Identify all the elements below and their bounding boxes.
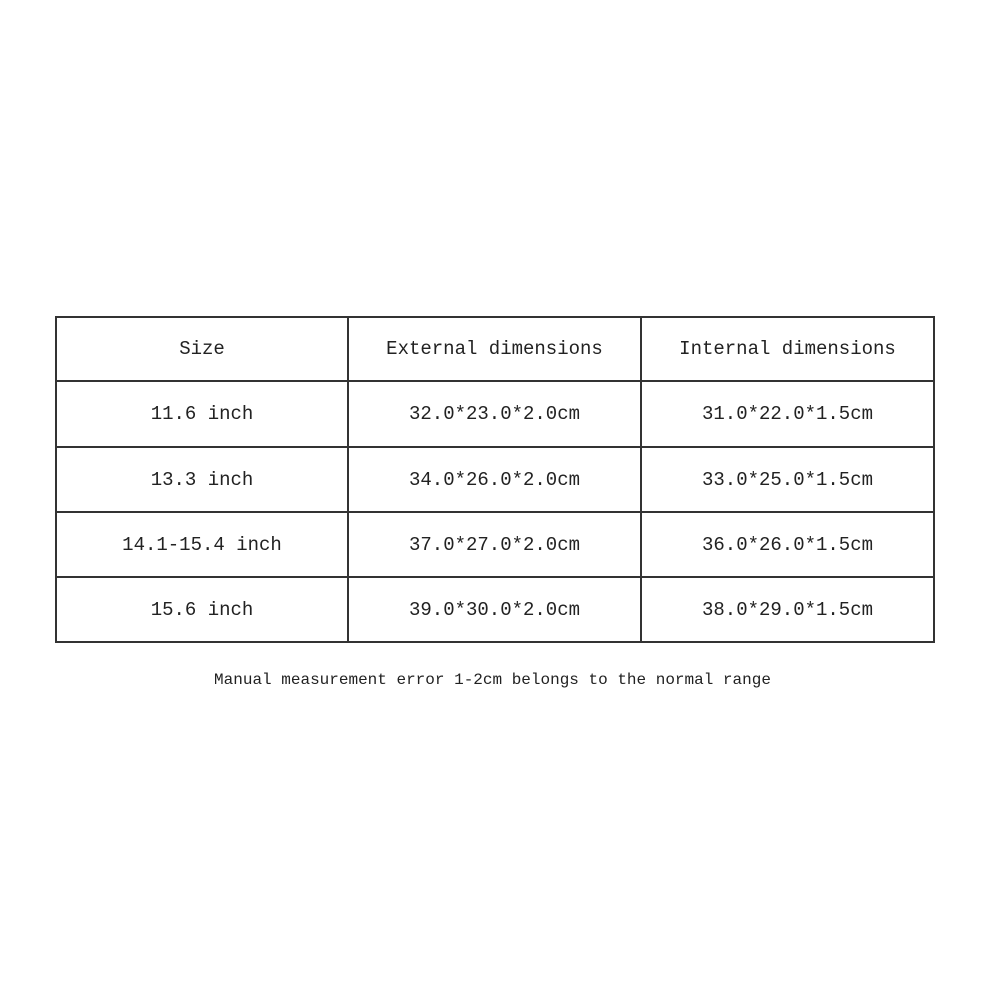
cell-external: 32.0*23.0*2.0cm xyxy=(347,380,642,448)
header-external: External dimensions xyxy=(347,316,642,382)
table-row: 14.1-15.4 inch 37.0*27.0*2.0cm 36.0*26.0… xyxy=(55,511,935,578)
header-size: Size xyxy=(55,316,349,382)
cell-internal: 31.0*22.0*1.5cm xyxy=(640,380,935,448)
cell-size: 13.3 inch xyxy=(55,446,349,513)
cell-size: 11.6 inch xyxy=(55,380,349,448)
size-table: Size External dimensions Internal dimens… xyxy=(55,316,935,643)
cell-external: 39.0*30.0*2.0cm xyxy=(347,576,642,643)
cell-internal: 33.0*25.0*1.5cm xyxy=(640,446,935,513)
table-row: 11.6 inch 32.0*23.0*2.0cm 31.0*22.0*1.5c… xyxy=(55,380,935,448)
cell-internal: 36.0*26.0*1.5cm xyxy=(640,511,935,578)
header-internal: Internal dimensions xyxy=(640,316,935,382)
cell-internal: 38.0*29.0*1.5cm xyxy=(640,576,935,643)
table-row: 15.6 inch 39.0*30.0*2.0cm 38.0*29.0*1.5c… xyxy=(55,576,935,643)
table-row: 13.3 inch 34.0*26.0*2.0cm 33.0*25.0*1.5c… xyxy=(55,446,935,513)
cell-size: 14.1-15.4 inch xyxy=(55,511,349,578)
cell-external: 34.0*26.0*2.0cm xyxy=(347,446,642,513)
cell-size: 15.6 inch xyxy=(55,576,349,643)
cell-external: 37.0*27.0*2.0cm xyxy=(347,511,642,578)
measurement-note: Manual measurement error 1-2cm belongs t… xyxy=(214,671,771,689)
header-row: Size External dimensions Internal dimens… xyxy=(55,316,935,382)
